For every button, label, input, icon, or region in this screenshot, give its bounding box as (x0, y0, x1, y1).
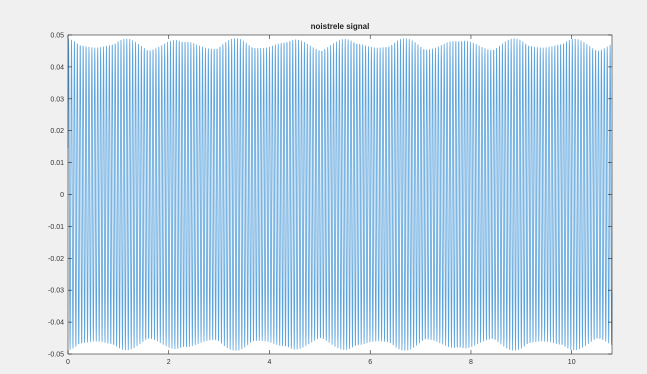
y-tick-label: 0.01 (50, 160, 64, 167)
y-axis: 0.05 0.04 0.03 0.02 0.01 0 -0.01 -0.02 -0.03 -0.0… (48, 33, 612, 359)
y-tick-label: -0.03 (48, 288, 64, 295)
x-tick-label: 10 (568, 359, 576, 366)
y-tick-label: 0.03 (50, 96, 64, 103)
y-tick-label: 0.04 (50, 64, 64, 71)
y-tick-label: -0.04 (48, 320, 64, 327)
x-axis: 0 2 4 6 8 10 (66, 35, 576, 366)
chart-title: noistrele signal (311, 22, 370, 31)
y-tick-label: -0.05 (48, 352, 64, 359)
x-tick-label: 8 (469, 359, 473, 366)
y-tick-label: -0.02 (48, 256, 64, 263)
y-tick-label: -0.01 (48, 224, 64, 231)
y-tick-label: 0.02 (50, 128, 64, 135)
x-tick-label: 4 (268, 359, 272, 366)
signal-line (67, 38, 613, 351)
x-tick-label: 0 (66, 359, 70, 366)
y-tick-label: 0 (60, 192, 64, 199)
signal-series (67, 38, 613, 351)
x-tick-label: 2 (167, 359, 171, 366)
x-tick-label: 6 (368, 359, 372, 366)
y-tick-label: 0.05 (50, 33, 64, 40)
